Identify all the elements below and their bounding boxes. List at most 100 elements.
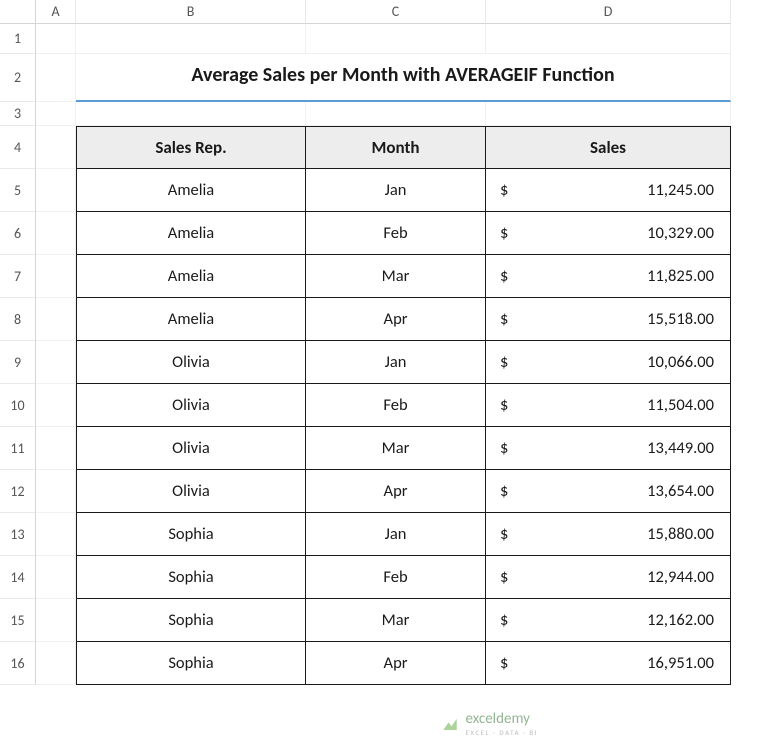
- row-header-13[interactable]: 13: [0, 513, 36, 556]
- row-header-11[interactable]: 11: [0, 427, 36, 470]
- table-row[interactable]: Olivia: [76, 470, 306, 513]
- cell[interactable]: [36, 255, 76, 298]
- table-row[interactable]: $11,825.00: [486, 255, 731, 298]
- col-header-d[interactable]: D: [486, 0, 731, 24]
- table-row[interactable]: Apr: [306, 470, 486, 513]
- row-header-7[interactable]: 7: [0, 255, 36, 298]
- table-header-month[interactable]: Month: [306, 126, 486, 169]
- sales-amount: 11,245.00: [647, 180, 714, 200]
- cell[interactable]: [36, 470, 76, 513]
- table-row[interactable]: Apr: [306, 298, 486, 341]
- cell[interactable]: [36, 169, 76, 212]
- col-header-b[interactable]: B: [76, 0, 306, 24]
- row-header-5[interactable]: 5: [0, 169, 36, 212]
- table-row[interactable]: $12,944.00: [486, 556, 731, 599]
- table-row[interactable]: $15,518.00: [486, 298, 731, 341]
- watermark: exceldemy EXCEL · DATA · BI: [441, 712, 538, 736]
- table-row[interactable]: $13,449.00: [486, 427, 731, 470]
- row-header-1[interactable]: 1: [0, 24, 36, 54]
- table-row[interactable]: Amelia: [76, 212, 306, 255]
- table-row[interactable]: Sophia: [76, 599, 306, 642]
- row-header-2[interactable]: 2: [0, 54, 36, 102]
- cell[interactable]: [76, 102, 306, 126]
- cell[interactable]: [36, 427, 76, 470]
- cell[interactable]: [36, 599, 76, 642]
- row-header-12[interactable]: 12: [0, 470, 36, 513]
- row-header-4[interactable]: 4: [0, 126, 36, 169]
- table-row[interactable]: Jan: [306, 513, 486, 556]
- cell[interactable]: [306, 24, 486, 54]
- table-row[interactable]: Olivia: [76, 427, 306, 470]
- sales-amount: 15,880.00: [647, 524, 714, 544]
- table-row[interactable]: Amelia: [76, 298, 306, 341]
- col-header-a[interactable]: A: [36, 0, 76, 24]
- row-header-8[interactable]: 8: [0, 298, 36, 341]
- sales-amount: 11,504.00: [647, 395, 714, 415]
- currency-symbol: $: [500, 524, 508, 544]
- table-row[interactable]: Sophia: [76, 556, 306, 599]
- cell[interactable]: [36, 642, 76, 685]
- table-row[interactable]: $15,880.00: [486, 513, 731, 556]
- table-row[interactable]: $10,066.00: [486, 341, 731, 384]
- table-row[interactable]: Sophia: [76, 513, 306, 556]
- sales-amount: 10,329.00: [647, 223, 714, 243]
- cell[interactable]: [36, 341, 76, 384]
- currency-symbol: $: [500, 610, 508, 630]
- cell[interactable]: [36, 102, 76, 126]
- row-header-3[interactable]: 3: [0, 102, 36, 126]
- table-row[interactable]: Apr: [306, 642, 486, 685]
- currency-symbol: $: [500, 352, 508, 372]
- cell[interactable]: [36, 384, 76, 427]
- cell[interactable]: [486, 24, 731, 54]
- table-row[interactable]: Jan: [306, 169, 486, 212]
- table-row[interactable]: Amelia: [76, 255, 306, 298]
- sales-amount: 10,066.00: [647, 352, 714, 372]
- sales-amount: 15,518.00: [647, 309, 714, 329]
- table-header-salesrep[interactable]: Sales Rep.: [76, 126, 306, 169]
- cell[interactable]: [36, 24, 76, 54]
- currency-symbol: $: [500, 481, 508, 501]
- select-all-corner[interactable]: [0, 0, 36, 24]
- cell[interactable]: [486, 102, 731, 126]
- cell[interactable]: [36, 126, 76, 169]
- row-header-16[interactable]: 16: [0, 642, 36, 685]
- cell[interactable]: [36, 54, 76, 102]
- table-header-sales[interactable]: Sales: [486, 126, 731, 169]
- row-header-14[interactable]: 14: [0, 556, 36, 599]
- table-row[interactable]: $16,951.00: [486, 642, 731, 685]
- table-row[interactable]: $11,245.00: [486, 169, 731, 212]
- table-row[interactable]: Feb: [306, 556, 486, 599]
- currency-symbol: $: [500, 180, 508, 200]
- watermark-brand: exceldemy: [465, 712, 538, 727]
- table-row[interactable]: Olivia: [76, 384, 306, 427]
- table-row[interactable]: Jan: [306, 341, 486, 384]
- table-row[interactable]: Sophia: [76, 642, 306, 685]
- cell[interactable]: [76, 24, 306, 54]
- table-row[interactable]: Feb: [306, 384, 486, 427]
- sales-amount: 11,825.00: [647, 266, 714, 286]
- col-header-c[interactable]: C: [306, 0, 486, 24]
- table-row[interactable]: Mar: [306, 599, 486, 642]
- currency-symbol: $: [500, 309, 508, 329]
- cell[interactable]: [36, 212, 76, 255]
- cell[interactable]: [36, 556, 76, 599]
- cell[interactable]: [36, 298, 76, 341]
- cell[interactable]: [306, 102, 486, 126]
- row-header-9[interactable]: 9: [0, 341, 36, 384]
- table-row[interactable]: Mar: [306, 255, 486, 298]
- row-header-15[interactable]: 15: [0, 599, 36, 642]
- table-row[interactable]: Feb: [306, 212, 486, 255]
- currency-symbol: $: [500, 567, 508, 587]
- table-row[interactable]: $10,329.00: [486, 212, 731, 255]
- row-header-10[interactable]: 10: [0, 384, 36, 427]
- table-row[interactable]: Mar: [306, 427, 486, 470]
- cell[interactable]: [36, 513, 76, 556]
- table-row[interactable]: $12,162.00: [486, 599, 731, 642]
- table-row[interactable]: $13,654.00: [486, 470, 731, 513]
- table-row[interactable]: Olivia: [76, 341, 306, 384]
- table-row[interactable]: $11,504.00: [486, 384, 731, 427]
- table-row[interactable]: Amelia: [76, 169, 306, 212]
- page-title[interactable]: Average Sales per Month with AVERAGEIF F…: [76, 54, 731, 102]
- row-header-6[interactable]: 6: [0, 212, 36, 255]
- sales-amount: 12,162.00: [647, 610, 714, 630]
